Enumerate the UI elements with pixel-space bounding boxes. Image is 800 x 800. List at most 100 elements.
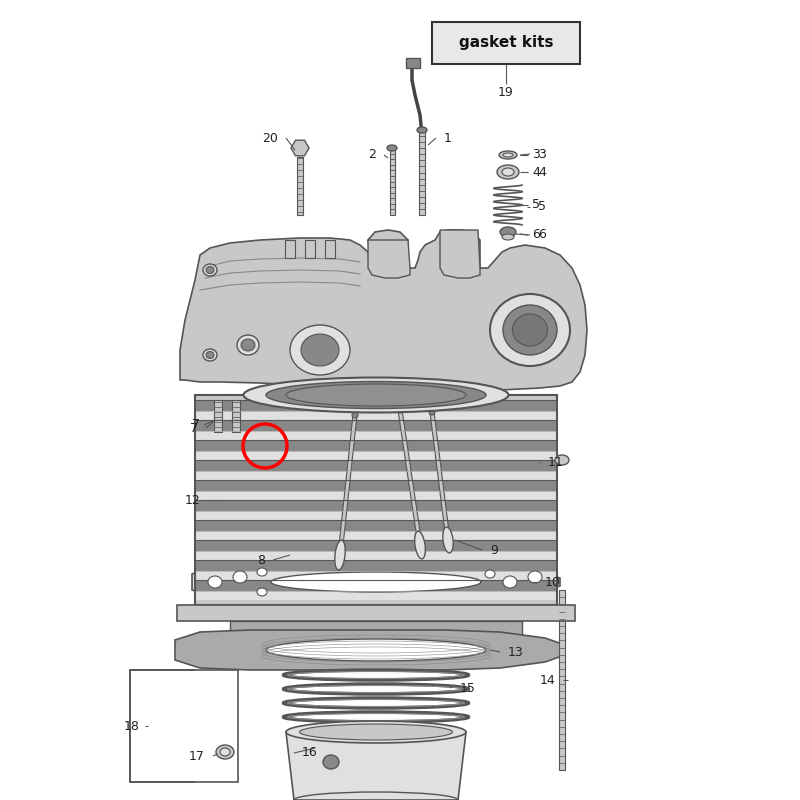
Bar	[195, 431, 557, 440]
Ellipse shape	[500, 227, 516, 237]
Bar	[325, 240, 335, 258]
Ellipse shape	[266, 639, 486, 661]
Ellipse shape	[387, 145, 397, 151]
Bar	[195, 395, 557, 605]
Text: 19: 19	[498, 86, 514, 98]
Bar	[195, 411, 557, 420]
Ellipse shape	[233, 571, 247, 583]
Ellipse shape	[243, 378, 509, 413]
Text: 18: 18	[124, 719, 140, 733]
Text: 4: 4	[532, 166, 540, 178]
Ellipse shape	[503, 576, 517, 588]
Polygon shape	[338, 414, 357, 555]
Text: 12: 12	[184, 494, 200, 506]
Ellipse shape	[497, 165, 519, 179]
Bar	[297, 157, 303, 215]
Bar	[195, 500, 557, 511]
Ellipse shape	[397, 407, 403, 413]
Ellipse shape	[203, 264, 217, 276]
Text: 6: 6	[532, 229, 540, 242]
Text: 4: 4	[538, 166, 546, 178]
Bar	[559, 590, 565, 770]
Bar	[195, 451, 557, 460]
Bar	[390, 148, 394, 215]
Bar	[195, 420, 557, 431]
Bar	[195, 591, 557, 600]
Bar	[195, 511, 557, 520]
Ellipse shape	[502, 168, 514, 176]
Polygon shape	[286, 732, 466, 800]
Bar	[195, 400, 557, 411]
Text: 13: 13	[508, 646, 524, 658]
Text: 6: 6	[538, 229, 546, 242]
Polygon shape	[440, 230, 480, 278]
Ellipse shape	[216, 745, 234, 759]
Bar	[285, 240, 295, 258]
Text: 3: 3	[538, 147, 546, 161]
Bar	[230, 621, 522, 649]
Ellipse shape	[290, 325, 350, 375]
Bar	[195, 460, 557, 471]
Ellipse shape	[414, 531, 426, 559]
Ellipse shape	[499, 151, 517, 159]
Bar	[195, 560, 557, 571]
Polygon shape	[368, 240, 410, 278]
Ellipse shape	[203, 349, 217, 361]
Bar	[195, 440, 557, 451]
Ellipse shape	[271, 572, 481, 592]
Bar	[432, 22, 580, 64]
Polygon shape	[192, 566, 560, 598]
Bar	[406, 58, 420, 68]
Ellipse shape	[323, 755, 339, 769]
Ellipse shape	[206, 351, 214, 358]
Ellipse shape	[502, 234, 514, 240]
Bar	[195, 471, 557, 480]
Bar	[195, 491, 557, 500]
Ellipse shape	[286, 721, 466, 743]
Ellipse shape	[334, 540, 346, 570]
Ellipse shape	[485, 570, 495, 578]
Ellipse shape	[299, 724, 453, 740]
Ellipse shape	[257, 588, 267, 596]
Text: 8: 8	[257, 554, 265, 566]
Ellipse shape	[220, 748, 230, 756]
Bar	[130, 670, 238, 782]
Bar	[195, 551, 557, 560]
Polygon shape	[175, 630, 565, 670]
Text: 15: 15	[460, 682, 476, 694]
Ellipse shape	[503, 153, 513, 157]
Text: 10: 10	[545, 575, 561, 589]
Ellipse shape	[555, 455, 569, 465]
Text: 5: 5	[538, 201, 546, 214]
Ellipse shape	[286, 384, 466, 406]
Bar	[195, 480, 557, 491]
Text: 3: 3	[532, 149, 540, 162]
Ellipse shape	[208, 576, 222, 588]
Ellipse shape	[206, 266, 214, 274]
Bar	[195, 395, 557, 605]
Ellipse shape	[429, 409, 435, 415]
Ellipse shape	[257, 568, 267, 576]
Text: 5: 5	[532, 198, 540, 211]
Text: 1: 1	[444, 131, 452, 145]
Text: 7: 7	[192, 418, 200, 431]
Ellipse shape	[352, 412, 358, 418]
Text: 2: 2	[368, 149, 376, 162]
Bar	[232, 400, 240, 432]
Ellipse shape	[503, 305, 557, 355]
Ellipse shape	[237, 335, 259, 355]
Ellipse shape	[528, 571, 542, 583]
Text: 20: 20	[262, 131, 278, 145]
Bar	[195, 580, 557, 591]
Ellipse shape	[266, 382, 486, 409]
Bar	[214, 400, 222, 432]
Bar	[195, 531, 557, 540]
Ellipse shape	[442, 527, 454, 553]
Text: 9: 9	[490, 543, 498, 557]
Polygon shape	[430, 412, 450, 540]
Text: 14: 14	[539, 674, 555, 686]
Text: 16: 16	[302, 746, 318, 759]
Bar	[419, 130, 425, 215]
Polygon shape	[180, 230, 587, 390]
Bar	[305, 240, 315, 258]
